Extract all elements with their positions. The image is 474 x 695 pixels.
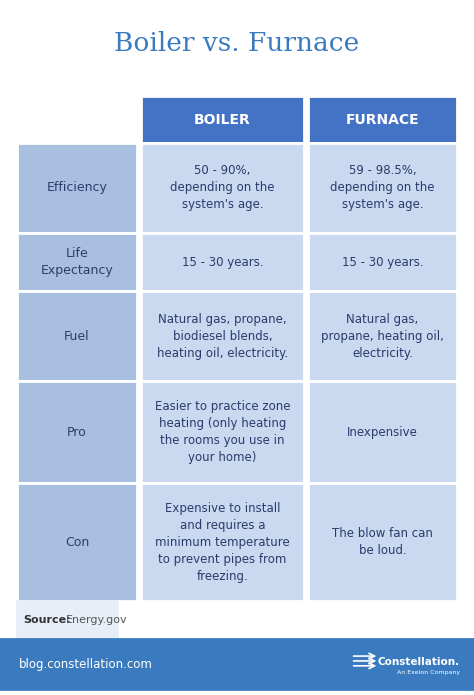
Bar [141,233,304,291]
Bar [308,381,457,483]
Bar [141,291,304,381]
Text: Natural gas,
propane, heating oil,
electricity.: Natural gas, propane, heating oil, elect… [321,313,444,360]
Text: 15 - 30 years.: 15 - 30 years. [342,256,423,269]
Bar [17,601,117,639]
Text: Expensive to install
and requires a
minimum temperature
to prevent pipes from
fr: Expensive to install and requires a mini… [155,502,290,582]
Text: Efficiency: Efficiency [46,181,108,195]
Text: 15 - 30 years.: 15 - 30 years. [182,256,264,269]
Bar [308,483,457,601]
Bar [17,143,137,233]
Bar [17,233,137,291]
Text: Life
Expectancy: Life Expectancy [41,247,113,277]
Bar [17,381,137,483]
Text: The blow fan can
be loud.: The blow fan can be loud. [332,527,433,557]
Bar [17,483,137,601]
Text: Natural gas, propane,
biodiesel blends,
heating oil, electricity.: Natural gas, propane, biodiesel blends, … [157,313,288,360]
Bar [141,483,304,601]
Bar [141,96,304,143]
Bar [308,291,457,381]
Text: blog.constellation.com: blog.constellation.com [19,658,153,671]
Text: 50 - 90%,
depending on the
system's age.: 50 - 90%, depending on the system's age. [170,165,275,211]
Text: Fuel: Fuel [64,330,90,343]
Text: Easier to practice zone
heating (only heating
the rooms you use in
your home): Easier to practice zone heating (only he… [155,400,290,464]
Text: 59 - 98.5%,
depending on the
system's age.: 59 - 98.5%, depending on the system's ag… [330,165,435,211]
Text: An Exelon Company: An Exelon Company [397,670,460,676]
Text: Inexpensive: Inexpensive [347,425,418,439]
Bar [141,381,304,483]
Text: Energy.gov: Energy.gov [66,615,128,626]
Text: Boiler vs. Furnace: Boiler vs. Furnace [114,31,360,56]
Text: Source:: Source: [24,615,71,626]
Bar [0,639,474,689]
Bar [17,291,137,381]
Text: BOILER: BOILER [194,113,251,126]
Text: Con: Con [65,536,89,548]
Bar [141,143,304,233]
Text: FURNACE: FURNACE [346,113,419,126]
Bar [308,143,457,233]
Text: Pro: Pro [67,425,87,439]
Bar [308,96,457,143]
Bar [308,233,457,291]
Text: Constellation.: Constellation. [378,657,460,667]
